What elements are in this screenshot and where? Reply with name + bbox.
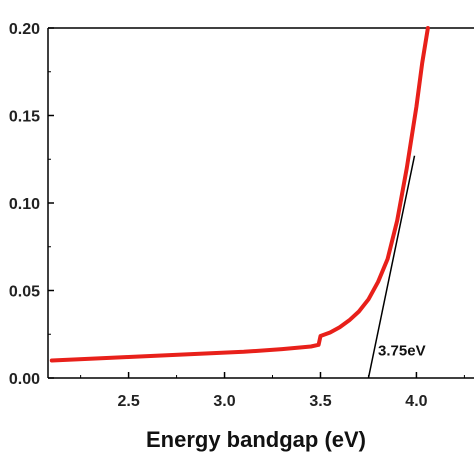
annotation-label: 3.75eV: [378, 342, 426, 359]
annotation-layer: 3.75eV: [378, 342, 426, 359]
plot-frame: [47, 27, 474, 379]
x-axis-title: Energy bandgap (eV): [146, 427, 366, 452]
tangent-layer: [367, 155, 416, 379]
x-axis-ticks: 2.5 3.0 3.5 4.0: [80, 372, 465, 410]
x-tick-label: 3.0: [213, 393, 235, 410]
y-tick-label: 0.10: [9, 196, 40, 213]
y-tick-label: 0.05: [9, 284, 40, 301]
y-tick-label: 0.00: [9, 371, 40, 388]
series-line: [49, 26, 430, 363]
x-tick-label: 2.5: [117, 393, 139, 410]
tangent-line: [367, 155, 416, 379]
series-layer: [49, 26, 430, 363]
y-tick-label: 0.20: [9, 21, 40, 38]
x-tick-label: 3.5: [309, 393, 331, 410]
y-tick-label: 0.15: [9, 109, 40, 126]
y-axis-ticks: 0.00 0.05 0.10 0.15 0.20: [9, 21, 54, 388]
x-tick-label: 4.0: [405, 393, 427, 410]
